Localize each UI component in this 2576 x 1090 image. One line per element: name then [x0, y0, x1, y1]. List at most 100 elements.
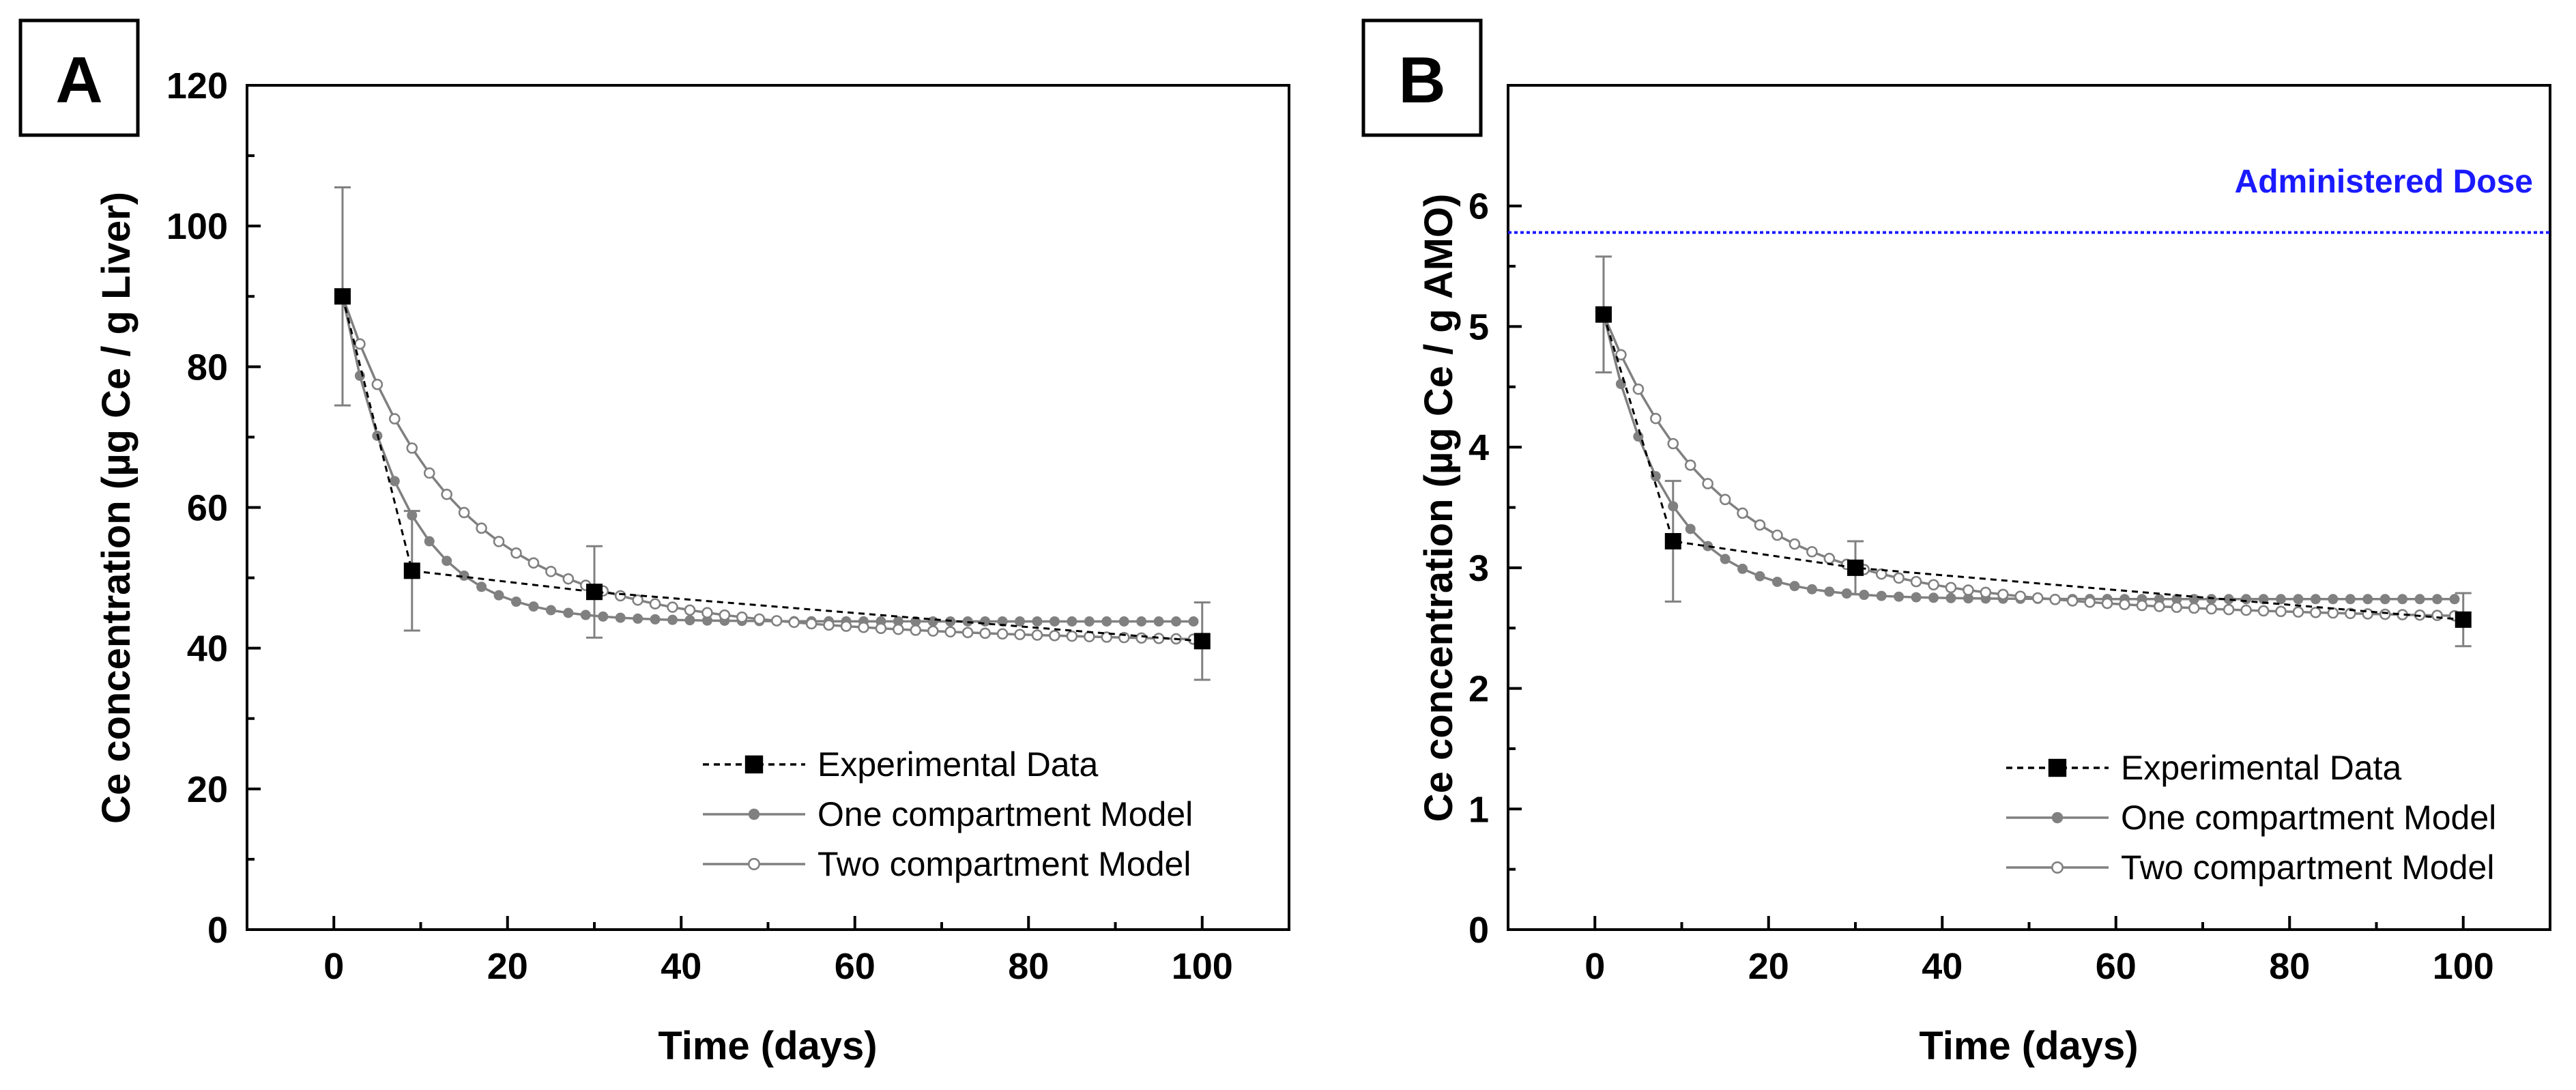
two-compartment-model-point	[961, 627, 974, 639]
two-compartment-model-point	[476, 522, 487, 534]
one-compartment-model-point	[2241, 594, 2252, 605]
one-compartment-model-point	[1806, 584, 1817, 594]
two-compartment-model-line	[341, 296, 1194, 641]
one-compartment-model-point	[1771, 576, 1782, 587]
two-compartment-model-point	[527, 557, 540, 569]
two-compartment-model-point	[2240, 604, 2252, 616]
legend-label-experimental-data: Experimental Data	[2121, 749, 2401, 787]
legend-label-one-compartment-model: One compartment Model	[817, 795, 1193, 833]
two-compartment-model-point	[1893, 572, 1905, 584]
y-axis-title: Ce concentration (µg Ce / g AMO)	[1417, 194, 1461, 822]
two-compartment-model-point	[927, 625, 939, 637]
x-tick-label: 0	[323, 946, 344, 987]
one-compartment-model-point	[1789, 581, 1800, 592]
one-compartment-model-point	[701, 615, 712, 626]
legend-item: One compartment Model	[703, 795, 1193, 833]
one-compartment-model-point	[927, 616, 938, 627]
two-compartment-model-point	[632, 594, 643, 606]
two-compartment-model-point	[2119, 599, 2130, 610]
one-compartment-model-point	[1101, 616, 1112, 627]
legend-label-two-compartment-model: Two compartment Model	[2121, 848, 2494, 887]
one-compartment-model-point	[476, 582, 487, 592]
one-compartment-model-point	[1945, 592, 1956, 603]
one-compartment-model-point	[1084, 616, 1095, 627]
two-compartment-model-point	[858, 621, 869, 633]
two-compartment-model-point	[770, 615, 783, 627]
one-compartment-model-line	[1602, 314, 2455, 601]
one-compartment-model-point	[1153, 616, 1164, 627]
y-tick-label: 4	[1468, 427, 1489, 468]
one-compartment-model-line	[341, 296, 1193, 623]
one-compartment-model-point	[1876, 590, 1887, 601]
experimental-data-line	[341, 296, 1202, 642]
two-compartment-model-point	[545, 566, 557, 577]
x-tick-label: 0	[1584, 946, 1605, 987]
x-tick-label: 20	[487, 946, 528, 987]
two-compartment-model-point	[649, 598, 661, 609]
two-compartment-model-point	[805, 618, 817, 630]
two-compartment-model-point	[1737, 507, 1748, 519]
experimental-data-point	[334, 288, 351, 305]
one-compartment-model-point	[1703, 541, 1713, 551]
two-compartment-model-point	[2101, 597, 2113, 609]
legend-label-experimental-data: Experimental Data	[817, 745, 1098, 784]
x-tick-label: 100	[2433, 946, 2494, 987]
y-tick-label: 20	[187, 769, 228, 810]
legend-item: Two compartment Model	[2006, 848, 2494, 887]
one-compartment-model-point	[650, 614, 661, 625]
x-tick-label: 80	[2269, 946, 2310, 987]
one-compartment-model-point	[2449, 594, 2460, 605]
panel-label-box	[18, 18, 140, 137]
one-compartment-model-point	[1737, 563, 1748, 574]
y-tick-label: 40	[187, 629, 228, 670]
legend-item: Experimental Data	[703, 745, 1098, 784]
two-compartment-model-point	[2275, 605, 2287, 618]
one-compartment-model-point	[580, 609, 591, 620]
two-compartment-model-point	[2049, 594, 2061, 605]
panel-label: B	[1398, 44, 1445, 117]
x-tick-label: 60	[2096, 946, 2137, 987]
one-compartment-model-point	[442, 556, 452, 566]
x-axis-title: Time (days)	[658, 1024, 877, 1068]
y-tick-label: 80	[187, 347, 228, 388]
two-compartment-model-point	[1771, 529, 1783, 541]
experimental-data-point	[586, 584, 603, 601]
one-compartment-model-point	[997, 616, 1008, 627]
one-compartment-model-point	[1963, 593, 1973, 604]
one-compartment-model-point	[2328, 594, 2339, 605]
one-compartment-model-point	[563, 607, 574, 618]
one-compartment-model-point	[667, 614, 678, 625]
two-compartment-model-point	[1789, 538, 1801, 550]
legend-item: One compartment Model	[2006, 799, 2496, 837]
one-compartment-model-point	[1841, 588, 1852, 599]
two-compartment-model-point	[1823, 552, 1836, 564]
one-compartment-model-point	[1188, 616, 1199, 627]
two-compartment-model-point	[1754, 519, 1766, 531]
data-layer	[1508, 231, 2550, 648]
experimental-data-point	[2455, 611, 2472, 628]
y-tick-label: 120	[167, 66, 228, 106]
two-compartment-model-point	[875, 622, 887, 634]
one-compartment-model-point	[1049, 616, 1060, 627]
y-tick-label: 60	[187, 488, 228, 529]
one-compartment-model-point	[2362, 594, 2373, 605]
two-compartment-model-point	[2136, 599, 2148, 612]
two-compartment-model-point	[701, 607, 713, 619]
one-compartment-model-point	[1754, 571, 1765, 582]
one-compartment-model-point	[1720, 554, 1731, 564]
two-compartment-model-point	[2066, 595, 2079, 607]
two-compartment-model-point	[389, 413, 401, 425]
one-compartment-model-point	[2223, 594, 2234, 605]
two-compartment-model-point	[2154, 601, 2165, 612]
x-tick-label: 20	[1748, 946, 1789, 987]
y-tick-label: 0	[207, 910, 228, 951]
two-compartment-model-point	[979, 627, 991, 640]
legend-item: Experimental Data	[2006, 749, 2401, 787]
two-compartment-model-point	[1632, 383, 1645, 395]
experimental-data-point	[1193, 633, 1211, 650]
two-compartment-model-point	[1153, 633, 1165, 644]
experimental-data-point	[1595, 306, 1612, 323]
two-compartment-model-point	[2327, 607, 2339, 619]
one-compartment-model-point	[2345, 594, 2356, 605]
panel-b: B 0 20 40 60 80 100 0 1 2 3 4 5 6 Time (days) Ce con…	[1361, 18, 2551, 1068]
